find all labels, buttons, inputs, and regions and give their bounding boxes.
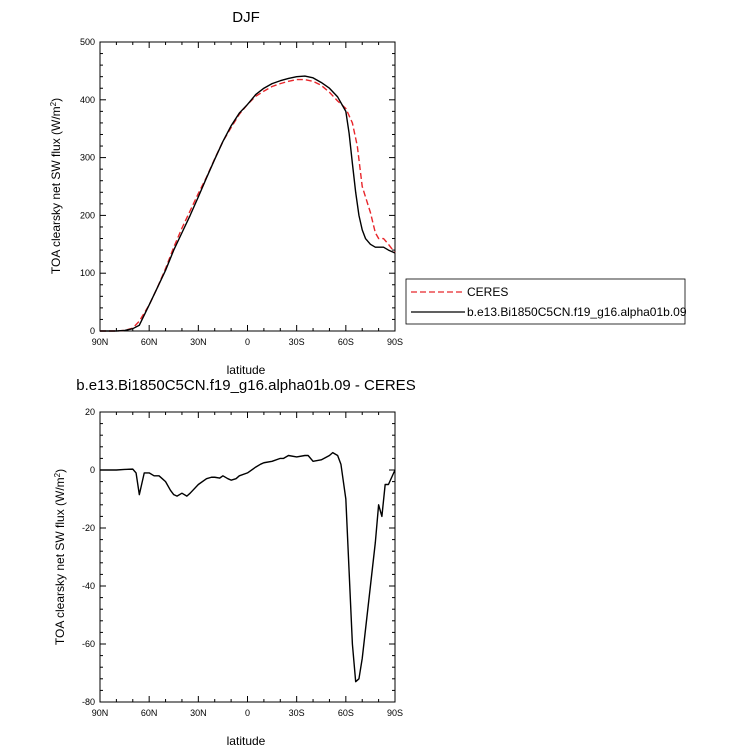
bottom-chart-x-tick-label: 30S (289, 708, 305, 718)
legend-box (405, 278, 686, 325)
bottom-chart-y-axis-label: TOA clearsky net SW flux (W/m2) (53, 469, 68, 645)
bottom-chart-y-tick-label: 0 (90, 465, 95, 475)
top-chart-y-tick-label: 300 (80, 153, 95, 163)
bottom-chart-x-ticks: 90N 60N 30N 0 30S 60S 90S (92, 412, 403, 718)
bottom-chart-y-axis-label-suffix: ) (53, 469, 67, 473)
bottom-chart-y-tick-label: -60 (82, 639, 95, 649)
top-chart-plot-frame (99, 41, 396, 332)
bottom-chart-series (100, 451, 396, 683)
legend-label-model: b.e13.Bi1850C5CN.f19_g16.alpha01b.09 (467, 305, 687, 319)
bottom-chart-x-axis-label: latitude (227, 734, 266, 748)
top-chart-y-tick-label: 200 (80, 210, 95, 220)
top-chart-panel: DJF 90N 60N 30N 0 30S 60S 90S 0 100 200 300 400 500… (49, 9, 687, 377)
bottom-chart-y-axis-label-sup: 2 (53, 472, 62, 477)
bottom-chart-y-tick-label: -40 (82, 581, 95, 591)
bottom-chart-y-tick-label: -80 (82, 697, 95, 707)
bottom-chart-y-tick-label: 20 (85, 407, 95, 417)
top-chart-series-line-1 (100, 75, 396, 332)
top-chart-x-tick-label: 90N (92, 337, 109, 347)
top-chart-x-tick-label: 90S (387, 337, 403, 347)
top-chart-y-axis-label: TOA clearsky net SW flux (W/m2) (49, 98, 64, 274)
top-chart-title: DJF (232, 9, 260, 26)
top-chart-x-tick-label: 60N (141, 337, 158, 347)
top-chart-y-tick-label: 100 (80, 268, 95, 278)
bottom-chart-panel: b.e13.Bi1850C5CN.f19_g16.alpha01b.09 - C… (53, 377, 416, 748)
top-chart-y-axis-label-sup: 2 (49, 101, 58, 106)
bottom-chart-y-ticks: -80 -60 -40 -20 0 20 (82, 407, 395, 707)
top-chart-series (100, 75, 396, 332)
top-chart-y-tick-label: 500 (80, 37, 95, 47)
bottom-chart-y-axis-label-text: TOA clearsky net SW flux (W/m (53, 477, 67, 645)
top-chart-y-tick-label: 0 (90, 326, 95, 336)
top-chart-x-tick-label: 0 (245, 337, 250, 347)
bottom-chart-x-tick-label: 60N (141, 708, 158, 718)
top-chart-y-tick-label: 400 (80, 95, 95, 105)
bottom-chart-series-line-0 (100, 451, 396, 683)
top-chart-x-tick-label: 60S (338, 337, 354, 347)
bottom-chart-x-tick-label: 60S (338, 708, 354, 718)
top-chart-x-axis-label: latitude (227, 363, 266, 377)
legend: CERES b.e13.Bi1850C5CN.f19_g16.alpha01b.… (405, 278, 687, 325)
bottom-chart-y-tick-label: -20 (82, 523, 95, 533)
bottom-chart-x-tick-label: 90S (387, 708, 403, 718)
legend-label-ceres: CERES (467, 285, 508, 299)
bottom-chart-x-tick-label: 30N (190, 708, 207, 718)
top-chart-y-ticks: 0 100 200 300 400 500 (80, 37, 395, 336)
top-chart-x-ticks: 90N 60N 30N 0 30S 60S 90S (92, 42, 403, 347)
bottom-chart-x-tick-label: 90N (92, 708, 109, 718)
top-chart-x-tick-label: 30S (289, 337, 305, 347)
top-chart-y-axis-label-text: TOA clearsky net SW flux (W/m (49, 106, 63, 274)
top-chart-x-tick-label: 30N (190, 337, 207, 347)
bottom-chart-title: b.e13.Bi1850C5CN.f19_g16.alpha01b.09 - C… (76, 377, 415, 394)
bottom-chart-x-tick-label: 0 (245, 708, 250, 718)
top-chart-series-line-0 (100, 78, 396, 332)
bottom-chart-plot-frame (99, 411, 396, 703)
top-chart-y-axis-label-suffix: ) (49, 98, 63, 102)
